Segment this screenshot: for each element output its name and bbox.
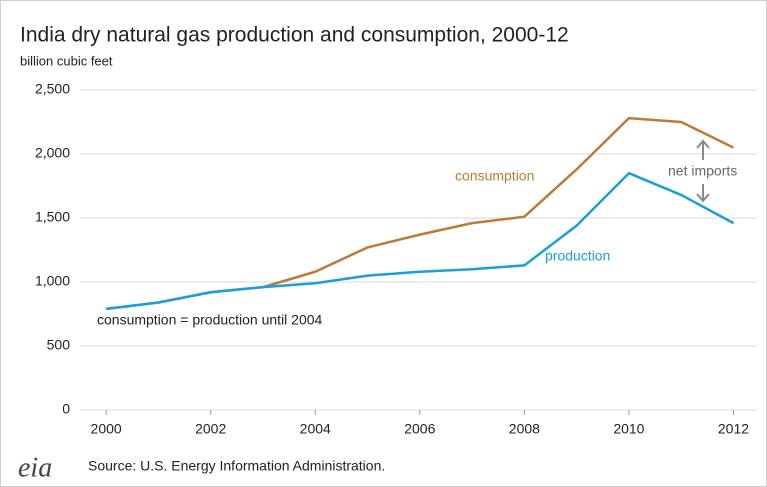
subtitle: billion cubic feet: [20, 53, 113, 68]
y-tick-label: 500: [47, 337, 71, 353]
plot: 0 500 1,000 1,500 2,000 2,500 2000 2002 2004 2006…: [35, 81, 757, 437]
x-tick-label: 2000: [91, 421, 122, 437]
series-line: [105, 171, 735, 311]
source: Source: U.S. Energy Information Administ…: [88, 458, 385, 474]
legend-label: production: [545, 248, 610, 264]
arrows: [696, 139, 710, 203]
annotation: net imports: [668, 163, 737, 179]
legend-label: consumption: [455, 168, 534, 184]
y-tick-label: 1,500: [35, 209, 70, 225]
y-tick-label: 2,000: [35, 145, 70, 161]
annotation: consumption = production until 2004: [97, 312, 323, 328]
x-tick-label: 2006: [404, 421, 435, 437]
chart-title: India dry natural gas production and con…: [20, 24, 569, 47]
y-tick-label: 1,000: [35, 273, 70, 289]
logo: eia: [18, 452, 52, 483]
y-tick-label: 2,500: [35, 81, 70, 97]
x-tick-label: 2002: [195, 421, 226, 437]
y-tick-label: 0: [62, 401, 70, 417]
x-tick-label: 2008: [509, 421, 540, 437]
x-tick-label: 2012: [718, 421, 749, 437]
x-tick-label: 2004: [300, 421, 331, 437]
x-tick-label: 2010: [613, 421, 644, 437]
